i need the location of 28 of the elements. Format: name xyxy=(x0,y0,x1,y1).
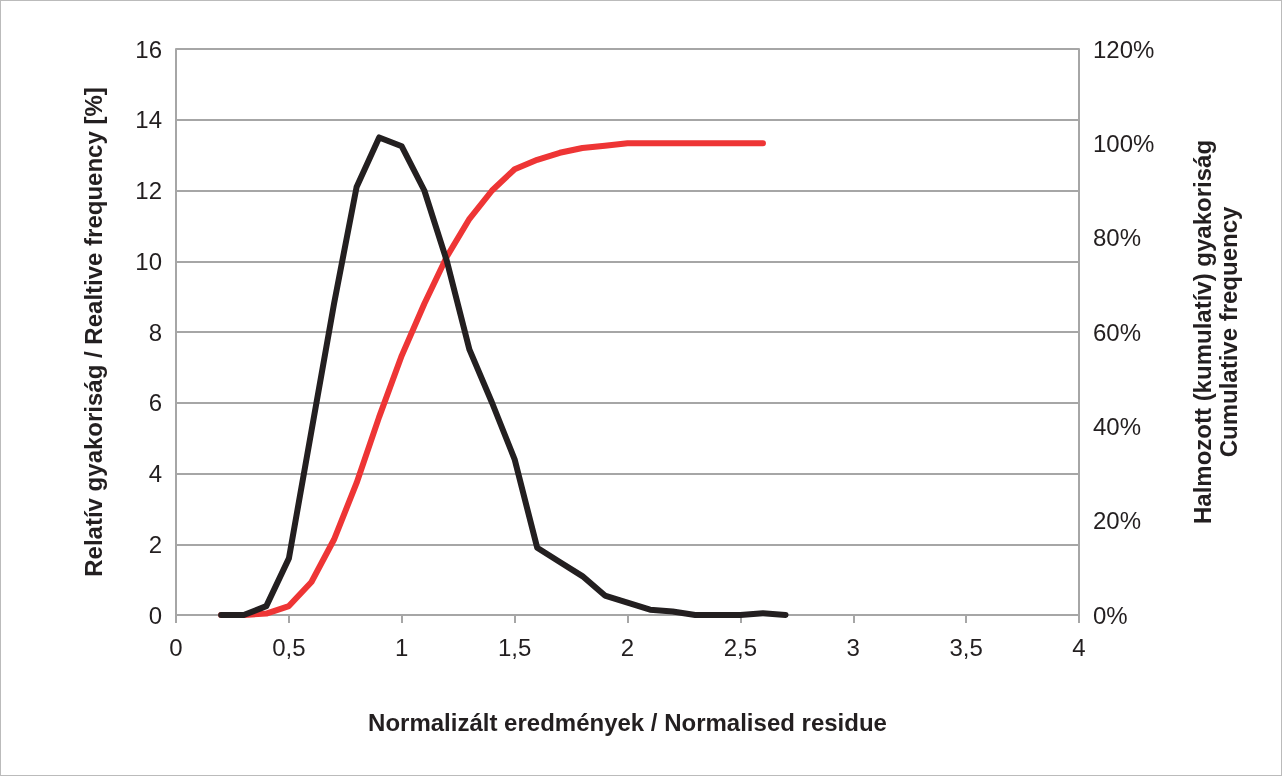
y2-tick-label: 120% xyxy=(1093,35,1155,63)
y-tick-label: 8 xyxy=(148,318,162,346)
y2-axis-title: Halmozott (kumulatív) gyakoriság Cumulative frequency xyxy=(1188,139,1242,525)
y-tick-label: 10 xyxy=(135,247,162,275)
y-axis-title: Relatív gyakoriság / Realtive frequency [%] xyxy=(79,87,107,577)
y-tick-label: 14 xyxy=(135,106,162,134)
y-tick-label: 16 xyxy=(135,35,162,63)
y2-tick-label: 80% xyxy=(1093,224,1142,252)
y-tick-label: 6 xyxy=(148,389,162,417)
x-tick-label: 3 xyxy=(846,633,860,661)
x-tick-label: 0,5 xyxy=(272,633,306,661)
y-tick-label: 12 xyxy=(135,177,162,204)
x-tick-label: 1,5 xyxy=(497,633,532,661)
y-tick-label: 4 xyxy=(148,460,162,487)
x-tick-label: 2 xyxy=(620,633,635,661)
x-axis-title: Normalizált eredmények / Normalised residue xyxy=(368,708,887,736)
y2-tick-label: 20% xyxy=(1093,507,1142,535)
y2-tick-label: 0% xyxy=(1093,601,1128,629)
x-tick-label: 3,5 xyxy=(949,633,983,661)
y-tick-label: 0 xyxy=(148,601,162,629)
x-tick-label: 2,5 xyxy=(723,633,758,661)
x-tick-label: 1 xyxy=(395,633,409,661)
x-tick-label: 0 xyxy=(169,633,183,661)
y-tick-label: 2 xyxy=(148,530,162,558)
x-tick-label: 4 xyxy=(1072,633,1086,661)
y2-tick-label: 60% xyxy=(1093,318,1142,346)
y2-tick-label: 40% xyxy=(1093,412,1142,440)
y2-tick-label: 100% xyxy=(1093,129,1155,157)
